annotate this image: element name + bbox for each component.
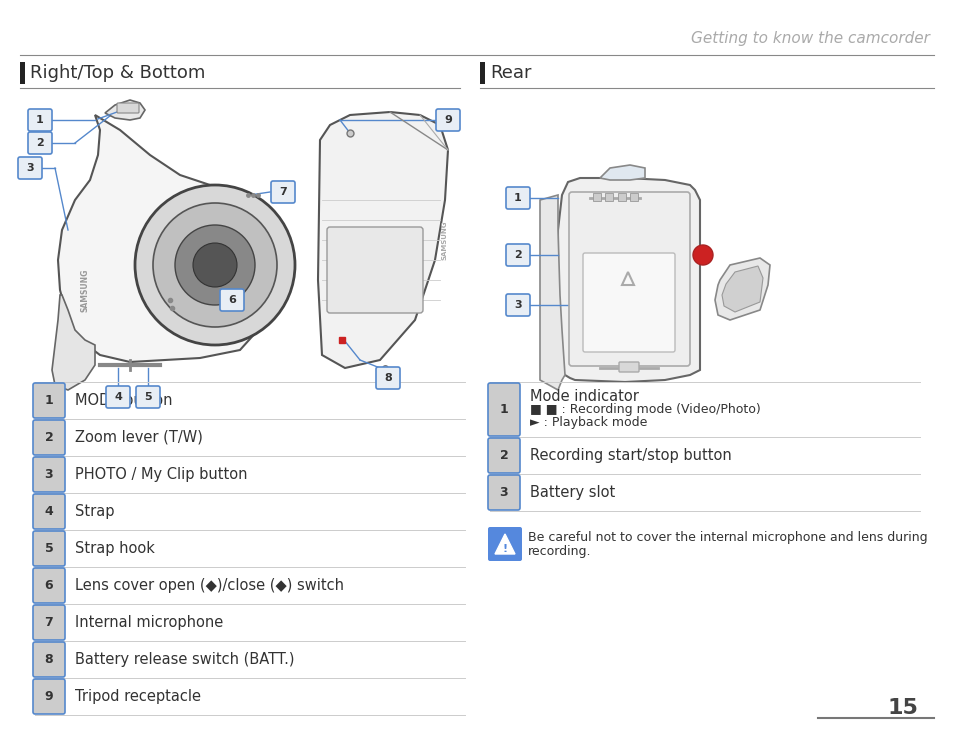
Circle shape	[193, 243, 236, 287]
Text: 5: 5	[144, 392, 152, 402]
Polygon shape	[539, 195, 564, 390]
Polygon shape	[105, 100, 145, 120]
Text: 3: 3	[45, 468, 53, 481]
Polygon shape	[599, 165, 644, 180]
Text: 4: 4	[45, 505, 53, 518]
Polygon shape	[58, 115, 262, 362]
FancyBboxPatch shape	[375, 367, 399, 389]
FancyBboxPatch shape	[593, 193, 600, 201]
Text: !: !	[502, 544, 507, 554]
FancyBboxPatch shape	[488, 475, 519, 510]
Polygon shape	[721, 266, 762, 312]
Text: 3: 3	[499, 486, 508, 499]
FancyBboxPatch shape	[271, 181, 294, 203]
Polygon shape	[52, 295, 95, 390]
Text: MODE button: MODE button	[75, 393, 172, 408]
FancyBboxPatch shape	[18, 157, 42, 179]
FancyBboxPatch shape	[618, 362, 639, 372]
Text: 9: 9	[443, 115, 452, 125]
Text: Recording start/stop button: Recording start/stop button	[530, 448, 731, 463]
FancyBboxPatch shape	[33, 420, 65, 455]
Text: Battery slot: Battery slot	[530, 485, 615, 500]
FancyBboxPatch shape	[629, 193, 638, 201]
FancyBboxPatch shape	[117, 103, 139, 113]
FancyBboxPatch shape	[106, 386, 130, 408]
Text: 1: 1	[45, 394, 53, 407]
Text: 15: 15	[886, 698, 917, 718]
Circle shape	[152, 203, 276, 327]
FancyBboxPatch shape	[505, 187, 530, 209]
Text: Zoom lever (T/W): Zoom lever (T/W)	[75, 430, 203, 445]
Text: Strap: Strap	[75, 504, 114, 519]
Text: 1: 1	[499, 403, 508, 416]
Text: Battery release switch (BATT.): Battery release switch (BATT.)	[75, 652, 294, 667]
Text: Right/Top & Bottom: Right/Top & Bottom	[30, 64, 205, 82]
FancyBboxPatch shape	[505, 244, 530, 266]
Circle shape	[174, 225, 254, 305]
FancyBboxPatch shape	[505, 294, 530, 316]
FancyBboxPatch shape	[33, 568, 65, 603]
FancyBboxPatch shape	[20, 62, 25, 84]
FancyBboxPatch shape	[436, 109, 459, 131]
FancyBboxPatch shape	[28, 109, 52, 131]
Polygon shape	[714, 258, 769, 320]
Text: Strap hook: Strap hook	[75, 541, 154, 556]
Text: Getting to know the camcorder: Getting to know the camcorder	[690, 31, 929, 45]
Text: 8: 8	[45, 653, 53, 666]
FancyBboxPatch shape	[33, 679, 65, 714]
Text: 2: 2	[499, 449, 508, 462]
FancyBboxPatch shape	[33, 457, 65, 492]
Text: Tripod receptacle: Tripod receptacle	[75, 689, 201, 704]
Text: 1: 1	[36, 115, 44, 125]
FancyBboxPatch shape	[488, 383, 519, 436]
FancyBboxPatch shape	[33, 383, 65, 418]
Polygon shape	[317, 112, 448, 368]
Text: 7: 7	[279, 187, 287, 197]
Text: 9: 9	[45, 690, 53, 703]
Text: 6: 6	[45, 579, 53, 592]
FancyBboxPatch shape	[33, 494, 65, 529]
FancyBboxPatch shape	[220, 289, 244, 311]
Text: 3: 3	[514, 300, 521, 310]
Text: ► : Playback mode: ► : Playback mode	[530, 416, 647, 429]
Text: Internal microphone: Internal microphone	[75, 615, 223, 630]
FancyBboxPatch shape	[33, 605, 65, 640]
FancyBboxPatch shape	[488, 527, 521, 561]
Circle shape	[135, 185, 294, 345]
Circle shape	[692, 245, 712, 265]
Text: 1: 1	[514, 193, 521, 203]
Text: SAMSUNG: SAMSUNG	[441, 220, 448, 260]
Text: 3: 3	[26, 163, 33, 173]
FancyBboxPatch shape	[479, 62, 484, 84]
Text: Mode indicator: Mode indicator	[530, 389, 639, 404]
FancyBboxPatch shape	[327, 227, 422, 313]
FancyBboxPatch shape	[568, 192, 689, 366]
FancyBboxPatch shape	[618, 193, 625, 201]
FancyBboxPatch shape	[582, 253, 675, 352]
Text: ■ ■ : Recording mode (Video/Photo): ■ ■ : Recording mode (Video/Photo)	[530, 403, 760, 416]
Text: 8: 8	[384, 373, 392, 383]
FancyBboxPatch shape	[33, 531, 65, 566]
Text: 5: 5	[45, 542, 53, 555]
Text: Be careful not to cover the internal microphone and lens during: Be careful not to cover the internal mic…	[527, 531, 926, 544]
Text: recording.: recording.	[527, 545, 591, 558]
Text: 6: 6	[228, 295, 235, 305]
Polygon shape	[495, 534, 515, 554]
Text: PHOTO / My Clip button: PHOTO / My Clip button	[75, 467, 247, 482]
Text: 2: 2	[45, 431, 53, 444]
FancyBboxPatch shape	[604, 193, 613, 201]
Text: 7: 7	[45, 616, 53, 629]
FancyBboxPatch shape	[488, 438, 519, 473]
Text: Lens cover open (◆)/close (◆) switch: Lens cover open (◆)/close (◆) switch	[75, 578, 344, 593]
Text: 2: 2	[36, 138, 44, 148]
FancyBboxPatch shape	[33, 642, 65, 677]
Text: 2: 2	[514, 250, 521, 260]
Text: Rear: Rear	[490, 64, 531, 82]
FancyBboxPatch shape	[136, 386, 160, 408]
Polygon shape	[558, 178, 700, 382]
Text: 4: 4	[114, 392, 122, 402]
Text: SAMSUNG: SAMSUNG	[80, 269, 90, 312]
FancyBboxPatch shape	[28, 132, 52, 154]
